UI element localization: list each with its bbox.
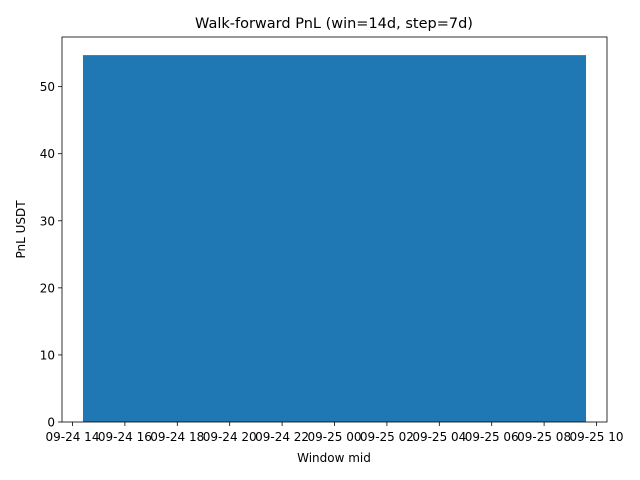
y-tick-label: 40	[40, 147, 55, 161]
y-axis-ticks: 0 10 20 30 40 50	[40, 80, 62, 430]
x-tick-label: 09-24 18	[150, 430, 204, 444]
x-tick-label: 09-24 14	[46, 430, 100, 444]
x-tick-label: 09-24 22	[255, 430, 309, 444]
x-tick-label: 09-25 00	[308, 430, 362, 444]
x-tick-label: 09-24 20	[203, 430, 257, 444]
x-tick-label: 09-25 06	[465, 430, 519, 444]
y-tick-label: 30	[40, 214, 55, 228]
y-tick-label: 50	[40, 80, 55, 94]
y-tick-label: 20	[40, 281, 55, 295]
bars-layer	[82, 55, 587, 423]
x-axis-label: Window mid	[297, 451, 371, 465]
y-axis-label: PnL USDT	[14, 200, 28, 259]
x-tick-label: 09-25 04	[412, 430, 466, 444]
y-tick-label: 0	[47, 416, 55, 430]
y-tick-label: 10	[40, 348, 55, 362]
x-tick-label: 09-25 08	[517, 430, 571, 444]
x-tick-label: 09-25 10	[570, 430, 624, 444]
chart-title: Walk-forward PnL (win=14d, step=7d)	[195, 16, 473, 32]
x-tick-label: 09-24 16	[98, 430, 152, 444]
pnl-bar	[82, 55, 587, 423]
x-tick-label: 09-25 02	[360, 430, 414, 444]
